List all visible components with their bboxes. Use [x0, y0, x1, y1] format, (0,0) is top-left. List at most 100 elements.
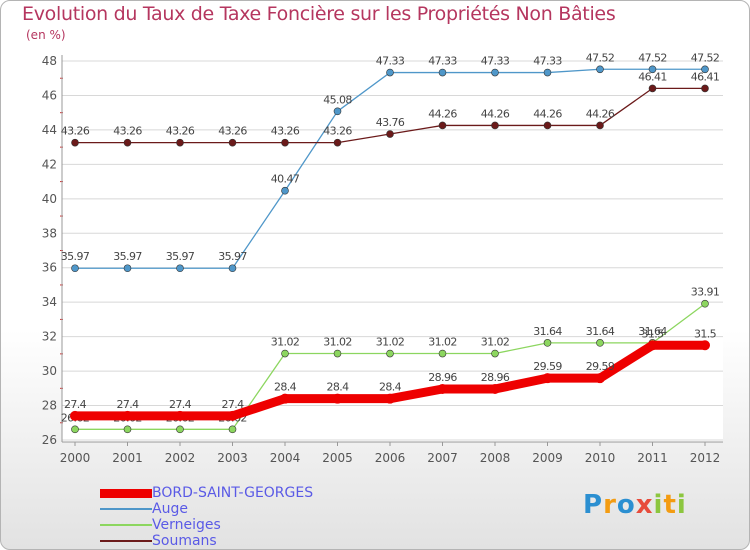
y-tick-label: 46 [42, 88, 57, 102]
data-point [543, 121, 552, 130]
proxiti-logo: Proxiti [583, 490, 687, 520]
x-tick-label: 2007 [427, 451, 458, 465]
data-point [595, 373, 605, 384]
data-label: 28.96 [481, 371, 510, 384]
y-tick-label: 42 [42, 157, 57, 171]
x-tick-label: 2005 [322, 451, 353, 465]
data-point [701, 65, 709, 74]
data-label: 31.02 [323, 336, 352, 349]
y-tick-label: 28 [42, 399, 57, 413]
y-tick-label: 44 [42, 123, 57, 137]
data-label: 31.02 [481, 336, 510, 349]
data-label: 43.26 [166, 125, 195, 138]
data-point [648, 65, 657, 74]
data-point [438, 349, 447, 358]
data-point [542, 373, 553, 384]
data-label: 47.52 [638, 51, 667, 64]
data-label: 43.26 [218, 125, 247, 138]
data-point [596, 121, 604, 130]
data-label: 47.33 [428, 55, 457, 68]
data-point [122, 410, 133, 421]
x-tick-label: 2006 [375, 451, 406, 465]
legend-item: Soumans [100, 533, 313, 549]
legend-label: BORD-SAINT-GEORGES [152, 485, 314, 501]
data-point [701, 299, 709, 308]
data-label: 31.64 [638, 325, 667, 338]
data-label: 31.64 [533, 325, 562, 338]
data-label: 29.59 [533, 360, 562, 373]
data-point [175, 410, 185, 421]
data-point [71, 138, 79, 147]
x-tick-label: 2000 [60, 451, 91, 465]
data-point [385, 393, 395, 404]
plot-area [62, 55, 723, 442]
y-tick-label: 32 [42, 330, 57, 344]
data-point [123, 264, 132, 273]
data-point [543, 68, 552, 77]
data-point [281, 186, 289, 195]
data-point [438, 68, 447, 77]
data-label: 28.4 [274, 381, 297, 394]
data-point [596, 339, 604, 347]
x-tick-label: 2003 [217, 451, 248, 465]
legend-label: Verneiges [152, 517, 221, 533]
data-point [490, 384, 500, 395]
data-point [280, 393, 290, 404]
legend: BORD-SAINT-GEORGES Auge Verneiges Soumans [100, 485, 313, 549]
data-label: 31.5 [641, 327, 664, 340]
x-tick-label: 2008 [480, 451, 511, 465]
data-point [438, 121, 447, 130]
data-label: 27.4 [221, 398, 244, 411]
data-point [386, 130, 394, 138]
legend-swatch [100, 524, 152, 526]
y-tick-label: 30 [42, 364, 57, 378]
data-label: 33.91 [691, 286, 720, 299]
y-tick-label: 38 [42, 226, 57, 240]
data-label: 44.26 [533, 107, 562, 120]
legend-item: Auge [100, 501, 313, 517]
data-point [333, 107, 342, 116]
legend-label: Auge [152, 501, 188, 517]
data-point [123, 138, 132, 147]
data-label: 28.4 [379, 381, 402, 394]
data-label: 28.96 [428, 371, 457, 384]
data-label: 43.26 [271, 125, 300, 138]
data-label: 27.4 [116, 398, 139, 411]
x-tick-label: 2010 [585, 451, 616, 465]
logo-letter: r [603, 490, 617, 520]
x-tick-label: 2011 [637, 451, 668, 465]
chart-title: Evolution du Taux de Taxe Foncière sur l… [22, 3, 616, 25]
data-point [71, 425, 79, 434]
y-unit-label: (en %) [26, 28, 66, 42]
data-label: 43.76 [376, 116, 405, 129]
data-point [228, 425, 237, 434]
logo-letter: x [635, 490, 654, 520]
data-point [281, 349, 289, 358]
data-label: 46.41 [638, 70, 667, 83]
data-label: 44.26 [428, 107, 457, 120]
data-point [491, 121, 499, 130]
data-point [491, 349, 499, 358]
y-tick-label: 34 [42, 295, 57, 309]
data-label: 47.33 [533, 55, 562, 68]
data-label: 43.26 [113, 125, 142, 138]
data-label: 31.5 [694, 327, 717, 340]
data-label: 47.33 [376, 55, 405, 68]
data-label: 29.59 [586, 360, 615, 373]
x-tick-label: 2001 [112, 451, 143, 465]
data-point [333, 349, 342, 358]
legend-swatch [100, 540, 152, 542]
y-tick-label: 48 [42, 54, 57, 68]
legend-item: BORD-SAINT-GEORGES [100, 485, 313, 501]
data-label: 31.02 [271, 336, 300, 349]
data-label: 43.26 [323, 125, 352, 138]
data-label: 35.97 [218, 250, 247, 263]
data-label: 43.26 [61, 125, 90, 138]
legend-label: Soumans [152, 533, 217, 549]
data-point [333, 138, 342, 147]
data-label: 44.26 [481, 107, 510, 120]
data-label: 27.4 [64, 398, 87, 411]
data-label: 35.97 [113, 250, 142, 263]
data-point [386, 349, 394, 358]
data-point [70, 410, 80, 421]
